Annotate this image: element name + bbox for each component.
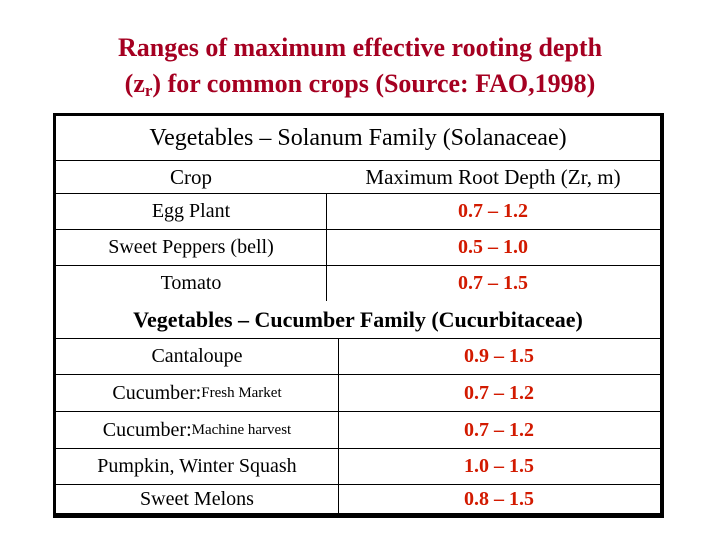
crop-cell: Cucumber: Fresh Market bbox=[56, 375, 338, 411]
divider bbox=[56, 411, 660, 412]
section-heading-cucurbitaceae: Vegetables – Cucumber Family (Cucurbitac… bbox=[133, 306, 583, 332]
crop-cell: Sweet Peppers (bell) bbox=[108, 236, 274, 258]
title-line-2-end: ) for common crops (Source: FAO,1998) bbox=[152, 69, 596, 98]
crop-cell: Cucumber: Machine harvest bbox=[56, 412, 338, 448]
depth-cell: 0.7 – 1.5 bbox=[458, 272, 528, 294]
rooting-depth-table: Vegetables – Solanum Family (Solanaceae)… bbox=[53, 113, 664, 518]
crop-name: Cucumber: bbox=[102, 418, 192, 441]
divider bbox=[56, 160, 660, 161]
crop-note: Machine harvest bbox=[191, 421, 292, 438]
crop-name: Sweet Melons bbox=[140, 488, 254, 510]
depth-cell: 0.7 – 1.2 bbox=[458, 200, 528, 222]
title-subscript: r bbox=[144, 81, 153, 100]
divider bbox=[56, 229, 660, 230]
crop-name: Cucumber: bbox=[112, 381, 202, 404]
depth-cell: 1.0 – 1.5 bbox=[464, 455, 534, 477]
crop-note: Fresh Market bbox=[201, 384, 282, 401]
crop-name: Cantaloupe bbox=[151, 345, 243, 367]
divider bbox=[56, 265, 660, 266]
column-header-crop: Crop bbox=[170, 164, 212, 189]
crop-cell: Pumpkin, Winter Squash bbox=[56, 449, 338, 484]
title-line-2-start: (z bbox=[124, 69, 145, 98]
crop-cell: Tomato bbox=[160, 272, 222, 294]
crop-cell: Cantaloupe bbox=[56, 339, 338, 374]
title-line-2: (zr) for common crops (Source: FAO,1998) bbox=[0, 66, 720, 102]
column-header-max-root-depth: Maximum Root Depth (Zr, m) bbox=[365, 164, 621, 189]
divider bbox=[56, 484, 660, 485]
section-heading-solanaceae: Vegetables – Solanum Family (Solanaceae) bbox=[149, 124, 567, 151]
divider bbox=[56, 193, 660, 194]
depth-cell: 0.5 – 1.0 bbox=[458, 236, 528, 258]
depth-cell: 0.9 – 1.5 bbox=[464, 345, 534, 367]
page-title: Ranges of maximum effective rooting dept… bbox=[0, 30, 720, 102]
depth-cell: 0.8 – 1.5 bbox=[464, 488, 534, 510]
crop-cell: Sweet Melons bbox=[56, 485, 338, 514]
title-line-1: Ranges of maximum effective rooting dept… bbox=[117, 33, 603, 62]
divider bbox=[56, 338, 660, 339]
divider bbox=[56, 448, 660, 449]
column-divider bbox=[326, 193, 327, 301]
crop-cell: Egg Plant bbox=[151, 200, 231, 222]
column-divider bbox=[338, 338, 339, 513]
depth-cell: 0.7 – 1.2 bbox=[464, 381, 534, 404]
divider bbox=[56, 374, 660, 375]
crop-name: Pumpkin, Winter Squash bbox=[97, 455, 297, 477]
depth-cell: 0.7 – 1.2 bbox=[464, 418, 534, 441]
